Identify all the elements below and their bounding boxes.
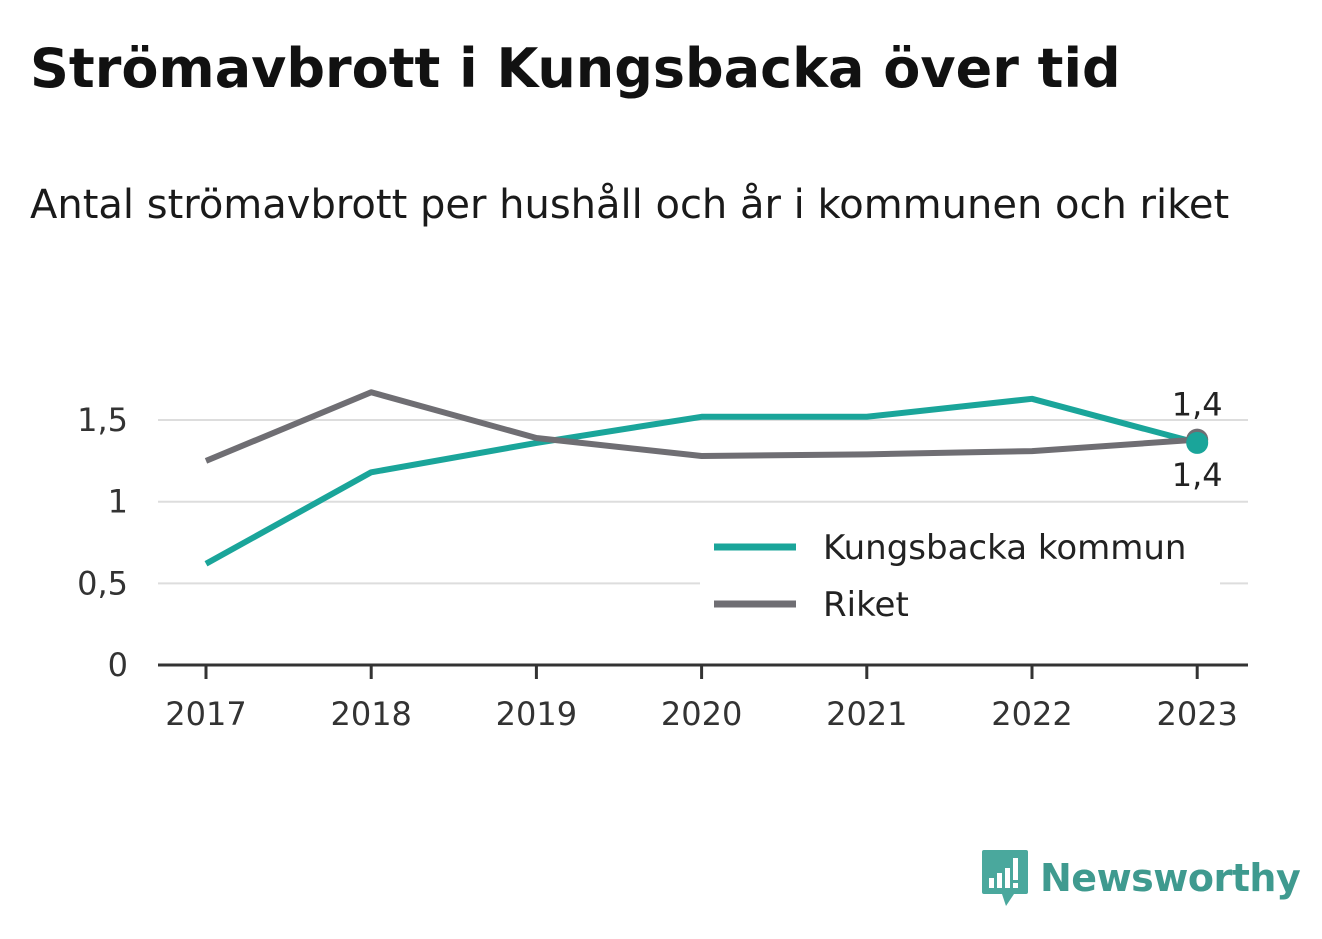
x-tick-label: 2020: [661, 695, 742, 733]
x-tick-label: 2023: [1156, 695, 1237, 733]
brand-name: Newsworthy: [1040, 856, 1301, 900]
newsworthy-logo-icon: [982, 850, 1028, 906]
legend-label: Kungsbacka kommun: [823, 528, 1186, 568]
series-line-kungsbacka: [204, 395, 1198, 567]
x-tick-label: 2021: [826, 695, 907, 733]
data-labels: 1,4 1,4: [1172, 386, 1223, 494]
data-label: 1,4: [1172, 456, 1223, 494]
series-line-riket: [204, 389, 1198, 464]
end-markers: [1186, 428, 1209, 454]
x-tick-label: 2018: [330, 695, 411, 733]
chart-subtitle: Antal strömavbrott per hushåll och år i …: [30, 182, 1230, 228]
y-tick-label: 0: [108, 646, 128, 684]
x-axis: [158, 663, 1248, 679]
end-marker-kungsbacka: [1186, 431, 1209, 454]
x-tick-label: 2022: [991, 695, 1072, 733]
x-tick-label: 2017: [165, 695, 246, 733]
legend: Kungsbacka kommun Riket: [700, 518, 1220, 634]
series-lines: [204, 389, 1198, 567]
y-tick-label: 1: [108, 483, 128, 521]
y-axis-tick-labels: 0 0,5 1 1,5: [77, 401, 128, 684]
legend-label: Riket: [823, 585, 909, 625]
chart-title: Strömavbrott i Kungsbacka över tid: [30, 37, 1121, 100]
x-axis-tick-labels: 2017 2018 2019 2020 2021 2022 2023: [165, 695, 1238, 733]
x-tick-label: 2019: [496, 695, 577, 733]
legend-background: [700, 518, 1220, 634]
y-tick-label: 0,5: [77, 564, 128, 602]
brand-logo: Newsworthy: [980, 848, 1301, 908]
y-tick-label: 1,5: [77, 401, 128, 439]
data-label: 1,4: [1172, 386, 1223, 424]
